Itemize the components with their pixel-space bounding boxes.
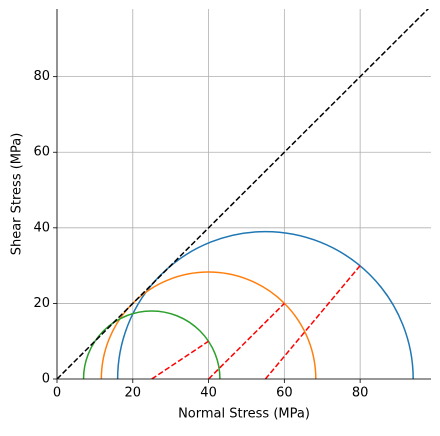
y-axis-label: Shear Stress (MPa)	[10, 133, 25, 256]
x-tick-label: 40	[200, 386, 217, 401]
y-tick-label: 80	[33, 69, 50, 84]
stress-line	[151, 340, 209, 379]
failure-envelope	[57, 9, 430, 379]
stress-line	[208, 302, 285, 379]
y-tick-label: 40	[33, 220, 50, 235]
mohr-circle	[100, 271, 317, 379]
x-tick-label: 20	[125, 386, 142, 401]
stress-line	[264, 265, 361, 379]
y-tick-label: 0	[42, 372, 50, 387]
y-tick-label: 20	[33, 296, 50, 311]
x-tick-label: 80	[352, 386, 369, 401]
y-tick-label: 60	[33, 145, 50, 160]
mohr-circle	[82, 310, 221, 379]
x-tick-label: 60	[276, 386, 293, 401]
x-axis-label: Normal Stress (MPa)	[178, 407, 310, 422]
mohr-circle	[116, 230, 414, 379]
x-tick-label: 0	[53, 386, 61, 401]
